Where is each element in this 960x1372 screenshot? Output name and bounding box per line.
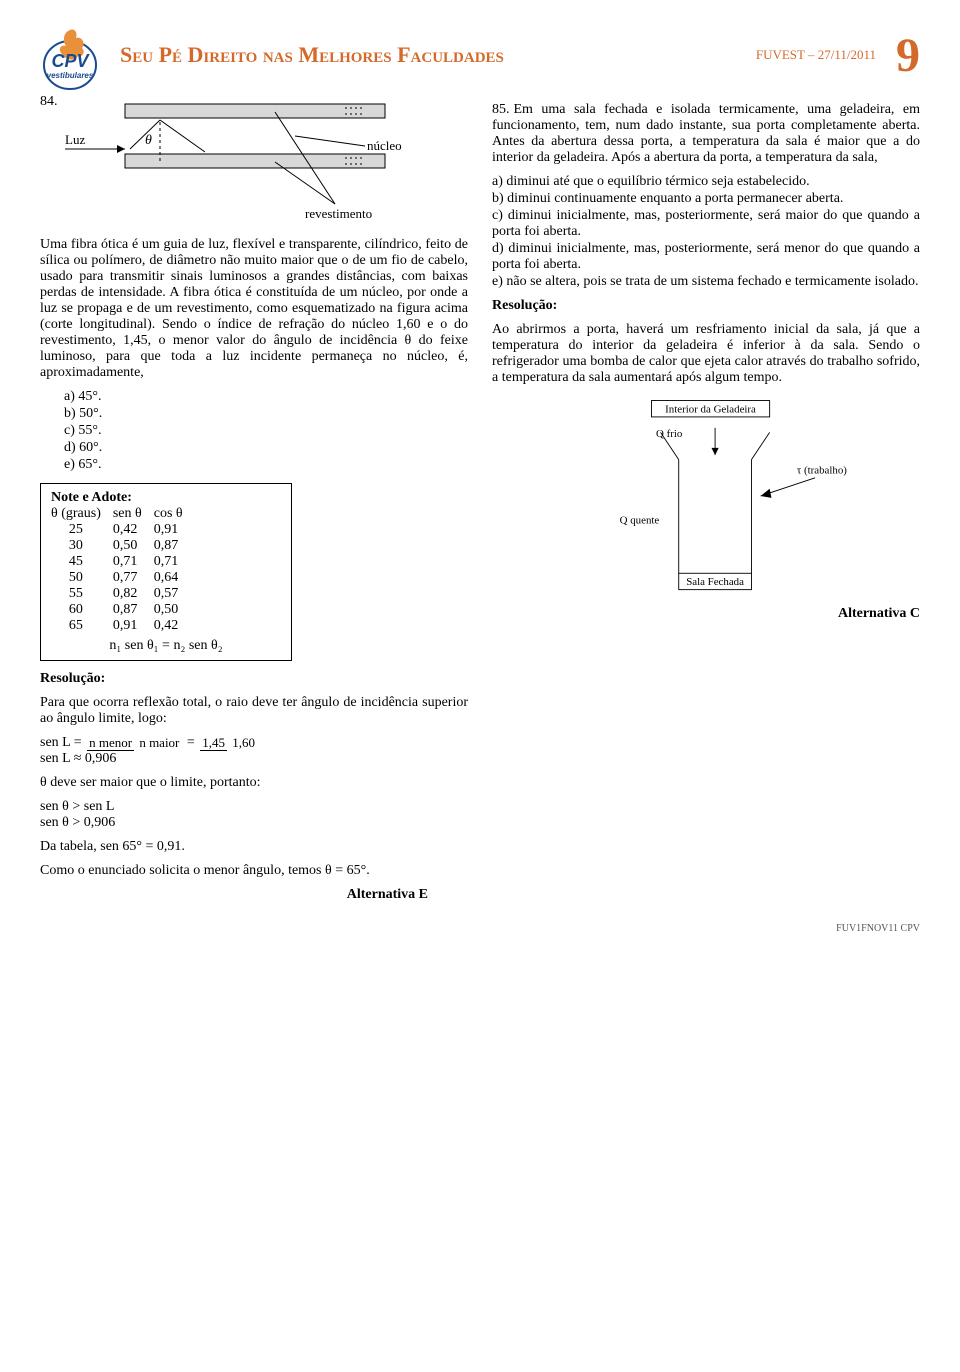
table-row: 450,710,71 — [51, 554, 195, 570]
header-subtitle: FUVEST – 27/11/2011 — [756, 47, 876, 63]
table-row: 600,870,50 — [51, 602, 195, 618]
th-sin: sen θ — [113, 506, 154, 522]
two-column-layout: 84. Luz θ — [40, 94, 920, 903]
svg-text:Sala Fechada: Sala Fechada — [686, 576, 744, 588]
fridge-diagram-wrap: Interior da Geladeira Sala Fechada — [492, 396, 920, 596]
option-d: d) diminui inicialmente, mas, posteriorm… — [492, 241, 920, 273]
note-and-adopt-box: Note e Adote: θ (graus) sen θ cos θ 250,… — [40, 483, 292, 661]
header-title: Seu Pé Direito nas Melhores Faculdades — [120, 42, 736, 68]
table-row: 500,770,64 — [51, 570, 195, 586]
svg-text:τ (trabalho): τ (trabalho) — [797, 464, 847, 476]
resolution-text-1: Para que ocorra reflexão total, o raio d… — [40, 695, 468, 727]
option-d: d) 60°. — [64, 440, 468, 456]
svg-text:θ: θ — [145, 133, 152, 148]
option-e: e) não se altera, pois se trata de um si… — [492, 274, 920, 290]
right-column: 85.Em uma sala fechada e isolada termica… — [492, 94, 920, 903]
resolution-text-2: θ deve ser maior que o limite, portanto: — [40, 775, 468, 791]
fiber-optic-figure: Luz θ núcleo — [65, 94, 405, 224]
table-row: 550,820,57 — [51, 586, 195, 602]
note-title: Note e Adote: — [51, 490, 281, 506]
table-row: 300,500,87 — [51, 538, 195, 554]
sen-L-equation: sen L = n menor n maior = 1,45 1,60 — [40, 735, 468, 751]
alternative-c: Alternativa C — [492, 606, 920, 622]
page: CPV vestibulares Seu Pé Direito nas Melh… — [0, 0, 960, 954]
snell-law: n₁ sen θ₁ = n₂ sen θ₂ — [51, 638, 281, 654]
question-number: 84. — [40, 94, 58, 110]
page-header: CPV vestibulares Seu Pé Direito nas Melh… — [40, 20, 920, 90]
option-c: c) diminui inicialmente, mas, posteriorm… — [492, 208, 920, 240]
resolution-text-4: Da tabela, sen 65° = 0,91. — [40, 839, 468, 855]
equals: = — [187, 735, 195, 750]
svg-text:Q frio: Q frio — [656, 428, 683, 440]
q85-body: Em uma sala fechada e isolada termicamen… — [492, 102, 920, 165]
table-row: 250,420,91 — [51, 522, 195, 538]
fraction-2: 1,45 1,60 — [200, 735, 257, 751]
option-e: e) 65°. — [64, 457, 468, 473]
svg-text:CPV: CPV — [51, 51, 90, 71]
option-a: a) 45°. — [64, 389, 468, 405]
resolution-text: Ao abrirmos a porta, haverá um resfriame… — [492, 322, 920, 386]
option-a: a) diminui até que o equilíbrio térmico … — [492, 174, 920, 190]
svg-text:Interior da Geladeira: Interior da Geladeira — [665, 403, 756, 415]
svg-text:vestibulares: vestibulares — [47, 71, 94, 80]
question-84-text: Uma fibra ótica é um guia de luz, flexív… — [40, 237, 468, 381]
table-row: 650,910,42 — [51, 618, 195, 634]
resolution-text-5: Como o enunciado solicita o menor ângulo… — [40, 863, 468, 879]
alternative-e: Alternativa E — [40, 887, 428, 903]
resolution-label: Resolução: — [40, 671, 468, 687]
resolution-ineq-1: sen θ > sen L — [40, 799, 468, 815]
trig-table: θ (graus) sen θ cos θ 250,420,91 300,500… — [51, 506, 195, 634]
option-b: b) 50°. — [64, 406, 468, 422]
question-84: 84. Luz θ — [40, 94, 468, 903]
th-theta: θ (graus) — [51, 506, 113, 522]
svg-text:revestimento: revestimento — [305, 206, 372, 221]
resolution-ineq-2: sen θ > 0,906 — [40, 815, 468, 831]
th-cos: cos θ — [154, 506, 195, 522]
senL-approx: sen L ≈ 0,906 — [40, 751, 468, 767]
senL-lhs: sen L = — [40, 735, 82, 750]
svg-text:Q quente: Q quente — [620, 514, 660, 526]
page-footer: FUV1FNOV11 CPV — [40, 923, 920, 934]
page-number: 9 — [896, 28, 920, 83]
fraction-1: n menor n maior — [87, 735, 181, 751]
question-85: 85.Em uma sala fechada e isolada termica… — [492, 102, 920, 622]
option-b: b) diminui continuamente enquanto a port… — [492, 191, 920, 207]
question-84-options: a) 45°. b) 50°. c) 55°. d) 60°. e) 65°. — [64, 389, 468, 473]
fridge-diagram: Interior da Geladeira Sala Fechada — [556, 396, 856, 596]
question-85-text: 85.Em uma sala fechada e isolada termica… — [492, 102, 920, 166]
svg-text:núcleo: núcleo — [367, 138, 402, 153]
table-head: θ (graus) sen θ cos θ — [51, 506, 195, 522]
left-column: 84. Luz θ — [40, 94, 468, 903]
question-number: 85. — [492, 102, 510, 118]
svg-text:Luz: Luz — [65, 132, 85, 147]
option-c: c) 55°. — [64, 423, 468, 439]
resolution-label: Resolução: — [492, 298, 920, 314]
cpv-logo: CPV vestibulares — [40, 20, 110, 90]
question-85-options: a) diminui até que o equilíbrio térmico … — [492, 174, 920, 290]
